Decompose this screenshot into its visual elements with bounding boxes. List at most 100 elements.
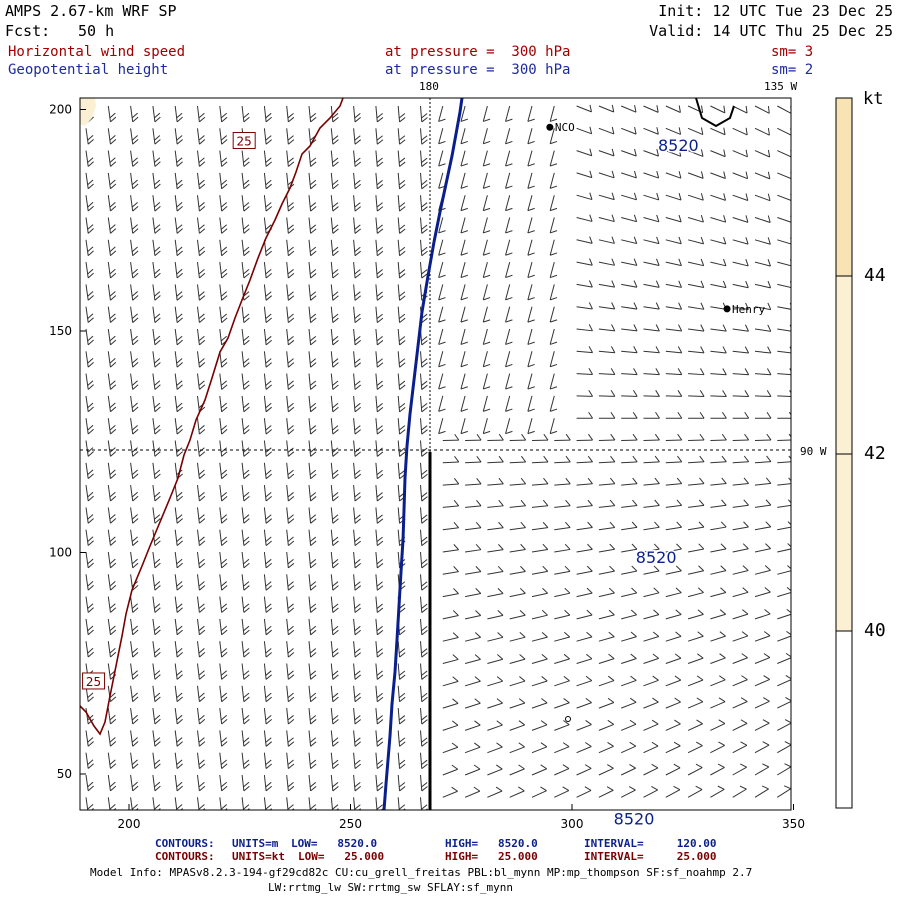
map-title: AMPS 2.67-km WRF SP <box>5 2 177 20</box>
wind-barb <box>665 346 683 354</box>
wind-barb <box>330 172 339 190</box>
wind-barb <box>375 752 384 770</box>
wind-barb <box>687 785 703 798</box>
wind-barb <box>576 455 593 464</box>
wind-barb <box>197 774 206 792</box>
wind-barb <box>754 631 771 642</box>
wind-barb <box>576 302 593 310</box>
wind-barb <box>460 418 468 435</box>
wind-barb <box>554 565 571 575</box>
wind-barb <box>777 674 791 687</box>
wind-barb <box>598 609 615 620</box>
wind-barb <box>263 328 272 346</box>
wind-barb <box>505 128 513 145</box>
wind-barb <box>263 752 272 769</box>
wind-barb <box>487 676 504 687</box>
wind-barb <box>152 440 161 457</box>
wind-barb <box>420 529 428 547</box>
wind-barb <box>665 192 682 201</box>
wind-barb <box>286 328 295 346</box>
wind-barb <box>442 698 459 709</box>
wind-barb <box>643 368 660 376</box>
wind-barb <box>85 551 94 569</box>
wind-barb <box>219 172 228 190</box>
wind-barb <box>549 351 558 368</box>
wind-barb <box>375 128 384 145</box>
wind-barb <box>687 215 704 223</box>
wind-barb <box>219 395 228 413</box>
wind-barb <box>531 565 549 575</box>
wind-barb <box>353 328 361 346</box>
wind-barb <box>688 390 705 397</box>
model-info-physics: LW:rrtmg_lw SW:rrtmg_sw SFLAY:sf_mynn <box>268 881 514 894</box>
wind-barb <box>130 217 139 234</box>
wind-barb <box>438 128 446 145</box>
wind-barb <box>482 217 491 234</box>
wind-barb <box>688 368 705 376</box>
wind-barb <box>174 373 183 390</box>
wind-barb <box>732 149 748 158</box>
wind-barb <box>442 720 459 731</box>
wind-barb <box>464 654 481 664</box>
wind-barb <box>598 631 615 642</box>
wind-barb <box>777 281 791 289</box>
wind-barb <box>219 418 228 435</box>
wind-barb <box>710 785 725 798</box>
wind-barb <box>621 170 637 179</box>
wind-barb <box>482 306 491 323</box>
wind-barb <box>505 261 513 279</box>
wind-barb <box>598 742 614 754</box>
wind-barb <box>197 618 206 636</box>
wind-barb <box>397 752 406 770</box>
wind-barb <box>643 324 660 332</box>
wind-barb <box>576 631 593 642</box>
wind-barb <box>107 239 117 257</box>
wind-barb <box>643 280 660 288</box>
wind-barb <box>576 675 593 687</box>
wind-barb <box>85 462 94 480</box>
wind-barb <box>621 368 638 376</box>
x-tick-label: 200 <box>118 817 141 831</box>
wind-barb <box>527 261 535 279</box>
wind-barb <box>174 284 183 301</box>
wind-barb <box>286 195 295 212</box>
footer-speed-label: CONTOURS: <box>155 850 215 863</box>
wind-barb <box>330 730 339 747</box>
wind-barb <box>777 127 791 136</box>
wind-barb <box>130 328 139 346</box>
wind-barb <box>330 618 339 636</box>
wind-barb <box>598 214 615 223</box>
colorbar-unit: kt <box>863 89 884 109</box>
wind-barb <box>330 217 339 234</box>
wind-barb <box>330 351 339 368</box>
wind-barb <box>665 105 681 113</box>
wind-barb <box>420 663 428 680</box>
wind-barb <box>710 127 726 136</box>
wind-barb <box>710 763 725 776</box>
wind-barb <box>643 411 660 419</box>
wind-barb <box>509 455 527 464</box>
wind-barb <box>241 641 250 658</box>
wind-barb <box>754 105 770 114</box>
wind-barb <box>598 587 615 598</box>
wind-barb <box>509 521 526 531</box>
wind-barb <box>174 774 183 792</box>
wind-barb <box>754 587 771 598</box>
wind-barb <box>286 351 295 368</box>
wind-barb <box>353 663 361 680</box>
y-tick-label: 200 <box>49 103 72 117</box>
wind-barb <box>643 214 660 223</box>
wind-barb <box>732 521 749 531</box>
wind-barb <box>263 306 272 323</box>
wind-barb <box>598 543 616 553</box>
wind-barb <box>219 128 228 145</box>
wind-barb <box>442 742 459 754</box>
wind-barb <box>107 708 117 725</box>
wind-barb <box>505 150 513 167</box>
wind-barb <box>130 373 139 390</box>
wind-barb <box>330 306 339 324</box>
wind-barb <box>576 543 593 553</box>
wind-barb <box>375 529 384 547</box>
wind-barb <box>665 609 682 620</box>
wind-barb <box>576 521 593 531</box>
